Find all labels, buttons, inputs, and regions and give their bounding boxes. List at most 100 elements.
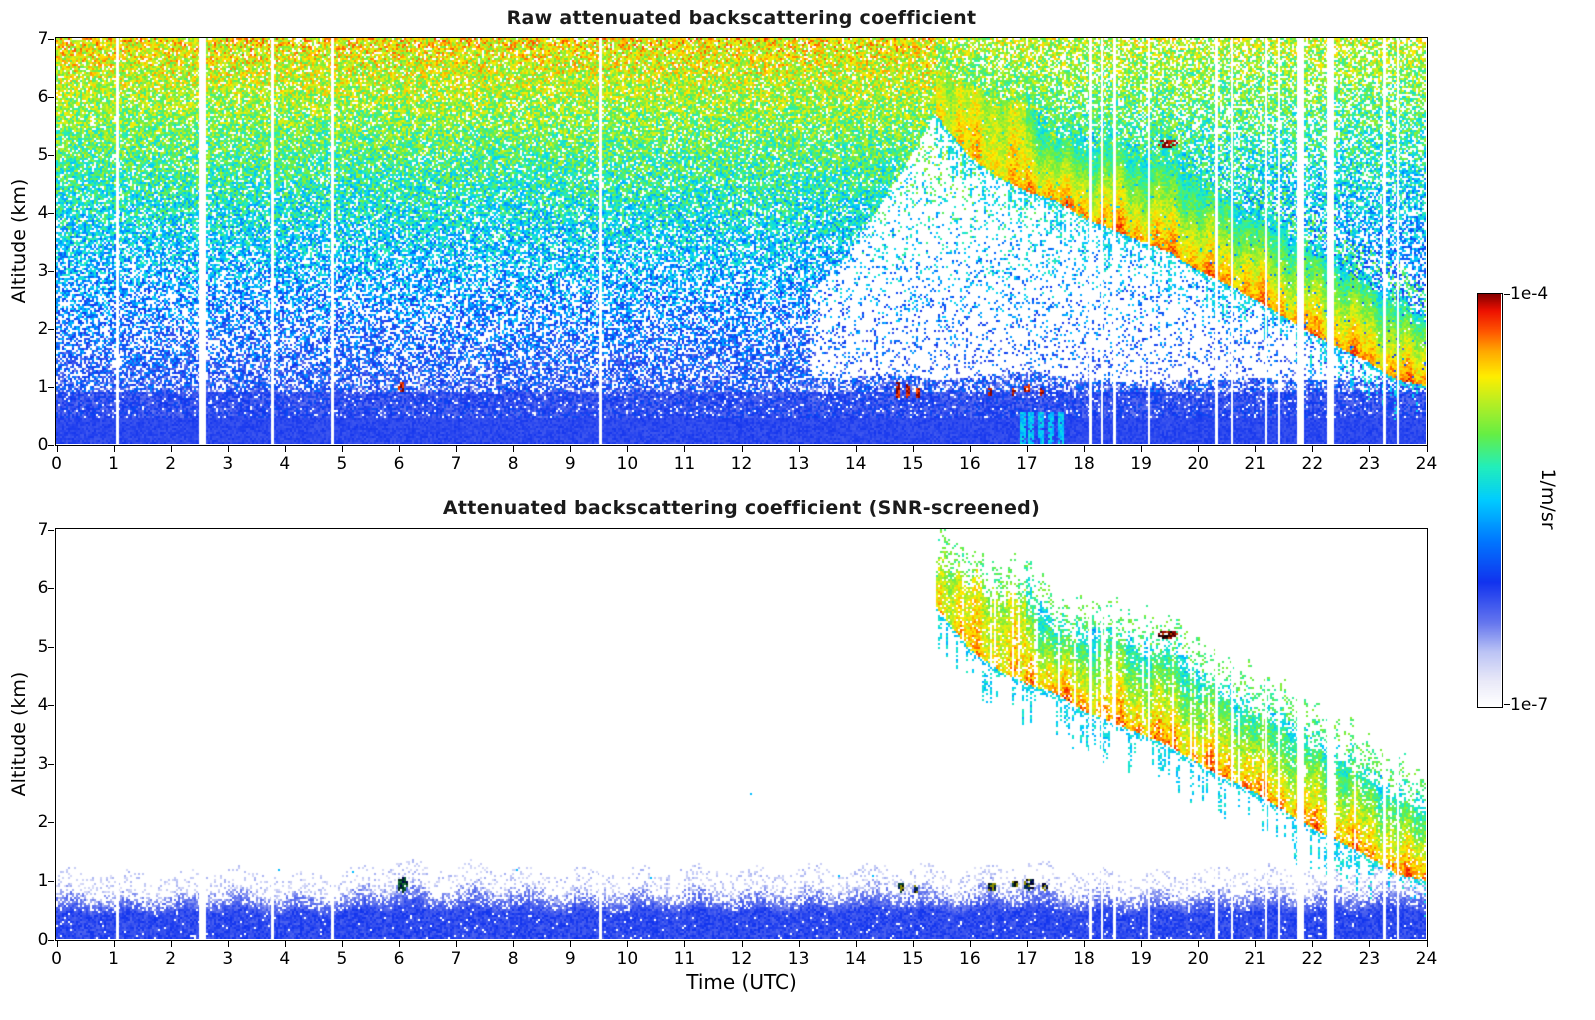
y-tick-label: 0 [37, 929, 49, 950]
x-tick [1026, 941, 1028, 947]
y-tick-label: 2 [37, 318, 49, 339]
x-tick [798, 941, 800, 947]
y-tick [48, 328, 54, 330]
y-tick [48, 880, 54, 882]
x-tick-label: 0 [51, 453, 62, 474]
y-tick [48, 705, 54, 707]
y-tick [48, 96, 54, 98]
x-tick-label: 1 [108, 948, 119, 969]
x-tick-label: 6 [393, 948, 405, 969]
x-tick [56, 446, 58, 452]
x-tick [113, 941, 115, 947]
y-tick-label: 6 [37, 86, 49, 107]
x-tick-label: 13 [787, 453, 810, 474]
x-tick-label: 6 [393, 453, 405, 474]
y-tick [48, 822, 54, 824]
colorbar-canvas [1478, 294, 1501, 706]
y-tick-label: 1 [37, 870, 49, 891]
x-tick-label: 12 [730, 453, 753, 474]
y-tick [48, 529, 54, 531]
x-tick-label: 14 [844, 453, 867, 474]
x-tick [170, 446, 172, 452]
x-tick [227, 446, 229, 452]
x-tick-label: 4 [279, 948, 291, 969]
x-tick [456, 446, 458, 452]
y-tick [48, 939, 54, 941]
colorbar-max-tick [1504, 294, 1510, 295]
x-tick-label: 22 [1301, 948, 1324, 969]
x-tick-label: 22 [1301, 453, 1324, 474]
x-tick [1426, 446, 1428, 452]
x-tick [1369, 941, 1371, 947]
x-tick-label: 21 [1244, 948, 1267, 969]
x-tick-label: 19 [1130, 948, 1152, 969]
x-tick [627, 941, 629, 947]
x-tick [570, 941, 572, 947]
x-tick [113, 446, 115, 452]
x-tick-label: 1 [108, 453, 119, 474]
y-tick [48, 212, 54, 214]
colorbar-min-tick [1504, 704, 1510, 705]
x-tick [1426, 941, 1428, 947]
y-tick-label: 1 [37, 376, 49, 397]
bottom-panel-title: Attenuated backscattering coefficient (S… [442, 497, 1041, 519]
x-tick [1312, 446, 1314, 452]
x-tick [684, 941, 686, 947]
colorbar-unit-label: 1/m/sr [1537, 468, 1559, 530]
top-panel-title: Raw attenuated backscattering coefficien… [506, 7, 977, 29]
x-tick [1141, 941, 1143, 947]
x-tick [912, 941, 914, 947]
y-tick-label: 2 [37, 812, 49, 833]
y-tick-label: 4 [37, 695, 49, 716]
x-tick-label: 8 [507, 948, 519, 969]
colorbar [1477, 293, 1503, 708]
x-tick-label: 10 [616, 453, 639, 474]
y-tick [48, 444, 54, 446]
x-tick [399, 446, 400, 452]
x-tick-label: 7 [450, 948, 462, 969]
x-tick-label: 5 [336, 453, 348, 474]
x-tick [341, 941, 343, 947]
x-tick-label: 16 [959, 948, 981, 969]
x-tick-label: 2 [165, 453, 177, 474]
y-tick-label: 5 [37, 636, 49, 657]
x-tick-label: 24 [1415, 453, 1438, 474]
x-tick-label: 5 [336, 948, 348, 969]
bottom-heatmap-canvas [56, 529, 1426, 939]
x-tick-label: 14 [844, 948, 867, 969]
x-tick [341, 446, 343, 452]
x-tick [1312, 941, 1314, 947]
x-tick-label: 15 [901, 948, 924, 969]
x-tick [570, 446, 572, 452]
x-tick-label: 8 [507, 453, 519, 474]
x-tick-label: 7 [450, 453, 462, 474]
x-tick [1255, 446, 1257, 452]
x-tick-label: 3 [222, 948, 234, 969]
x-tick-label: 13 [787, 948, 810, 969]
x-tick [1198, 941, 1200, 947]
x-tick [627, 446, 629, 452]
top-panel-plot-area [55, 37, 1428, 446]
x-tick-label: 9 [564, 948, 576, 969]
x-tick-label: 11 [673, 453, 696, 474]
x-tick-label: 19 [1130, 453, 1152, 474]
x-tick [684, 446, 686, 452]
y-tick-label: 7 [37, 28, 49, 49]
top-heatmap-canvas [56, 38, 1426, 444]
y-tick [48, 154, 54, 156]
x-tick-label: 2 [165, 948, 177, 969]
x-tick [741, 446, 743, 452]
x-tick-label: 20 [1187, 948, 1209, 969]
y-tick-label: 7 [37, 519, 49, 540]
x-tick-label: 20 [1187, 453, 1209, 474]
x-tick [1198, 446, 1200, 452]
x-tick [969, 446, 971, 452]
x-tick [1084, 446, 1085, 452]
y-tick [48, 588, 54, 590]
y-tick [48, 386, 54, 388]
y-tick [48, 646, 54, 648]
x-tick [855, 446, 857, 452]
x-tick-label: 3 [222, 453, 234, 474]
top-y-axis-label: Altitude (km) [8, 178, 30, 304]
